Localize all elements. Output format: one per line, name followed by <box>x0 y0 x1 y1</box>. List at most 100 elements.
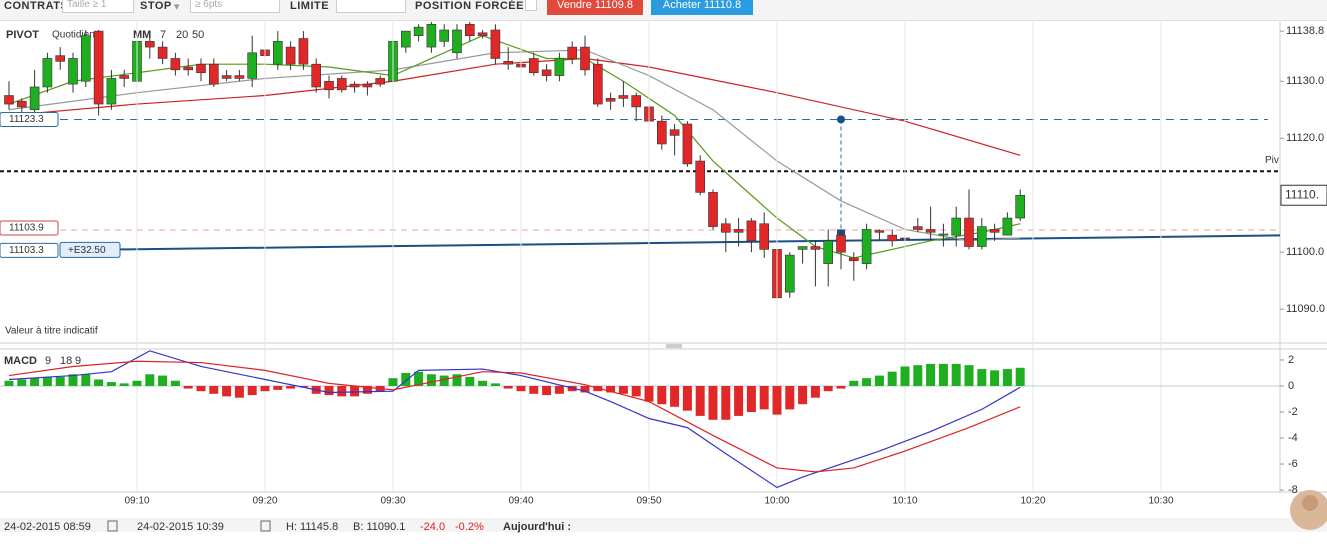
status-today: Aujourd'hui : <box>503 521 571 533</box>
candle-body <box>887 234 898 242</box>
candle-body <box>618 95 629 99</box>
macd-bar <box>234 385 244 398</box>
y-tick-label: 11090.0 <box>1286 303 1325 315</box>
candle-body <box>848 257 859 262</box>
macd-bar <box>644 385 654 402</box>
level-tag <box>0 242 59 258</box>
candle-body <box>989 229 1000 233</box>
candle-body <box>413 26 424 36</box>
y-tick-label: 2 <box>1288 354 1294 366</box>
macd-bar <box>209 385 219 394</box>
calendar-icon[interactable] <box>260 520 271 532</box>
macd-bar <box>17 379 27 386</box>
macd-bar <box>4 380 14 386</box>
candle-body <box>400 30 411 48</box>
macd-bar <box>951 363 961 386</box>
macd-bar <box>657 385 667 405</box>
pivot-period: Quotidien <box>52 30 95 41</box>
macd-bar <box>516 385 526 392</box>
candle-body <box>349 83 360 88</box>
stop-input[interactable]: ≥ 6pts <box>190 0 280 13</box>
candle-body <box>503 61 514 65</box>
checkbox[interactable] <box>525 0 537 11</box>
candle-body <box>976 226 987 247</box>
candle-body <box>656 120 667 145</box>
candle-body <box>720 223 731 233</box>
candle-body <box>810 246 821 250</box>
macd-bar <box>734 385 744 416</box>
candle-body <box>823 240 834 264</box>
macd-bar <box>926 363 936 386</box>
macd-bar <box>887 371 897 386</box>
sell-button[interactable]: Vendre 11109.8 <box>547 0 643 15</box>
candle-body <box>951 217 962 236</box>
x-tick-label: 09:10 <box>124 496 149 507</box>
macd-bar <box>106 382 116 386</box>
candle-body <box>797 246 808 250</box>
x-tick-label: 09:20 <box>252 496 277 507</box>
macd-bar <box>618 385 628 394</box>
macd-bar <box>1002 369 1012 386</box>
macd-bar <box>55 376 65 386</box>
candle-body <box>81 35 91 82</box>
macd-bar <box>798 385 808 405</box>
candle-body <box>157 46 168 59</box>
candle-body <box>336 78 347 91</box>
candle-body <box>183 66 193 71</box>
pnl-tag <box>59 241 121 258</box>
limit-input[interactable] <box>336 0 406 13</box>
macd-bar <box>746 385 756 412</box>
y-tick-label: -4 <box>1288 432 1298 444</box>
macd-bar <box>785 385 795 410</box>
candle-body <box>912 226 923 230</box>
status-bar <box>0 518 1327 532</box>
macd-bar <box>414 371 424 386</box>
candle-body <box>938 233 949 236</box>
macd-bar <box>503 385 513 389</box>
macd-bar <box>554 385 564 394</box>
x-tick-label: 10:30 <box>1148 496 1173 507</box>
y-tick-label: 11120.0 <box>1286 132 1324 144</box>
macd-bar <box>964 365 974 386</box>
candle-body <box>759 223 770 250</box>
status-change-pct: -0.2% <box>455 521 484 533</box>
y-tick-label: 11130.0 <box>1286 75 1324 87</box>
pivot-tag: Piv <box>1265 155 1279 166</box>
candle-body <box>375 78 386 85</box>
candle-body <box>106 78 117 105</box>
moving-average <box>8 57 1021 156</box>
size-input[interactable]: Taille ≥ 1 <box>62 0 134 13</box>
macd-bar <box>606 385 616 393</box>
macd-bar <box>145 374 155 386</box>
x-tick-label: 09:40 <box>508 496 533 507</box>
dropdown-arrow[interactable]: ▾ <box>174 1 180 13</box>
macd-bar <box>452 374 462 386</box>
candle-body <box>490 29 501 59</box>
candle-body <box>234 75 245 79</box>
x-tick-label: 10:10 <box>892 496 917 507</box>
macd-bar <box>362 385 372 394</box>
macd-bar <box>849 380 859 386</box>
calendar-icon[interactable] <box>107 520 118 532</box>
macd-bar <box>874 375 884 386</box>
y-tick-label: 11138.8 <box>1286 25 1324 37</box>
macd-bar <box>196 385 206 392</box>
candle-body <box>298 38 309 65</box>
macd-bar <box>286 385 296 389</box>
buy-button[interactable]: Acheter 11110.8 <box>651 0 753 15</box>
note: Valeur à titre indicatif <box>5 326 98 337</box>
candle-body <box>196 63 206 74</box>
y-tick-label: 0 <box>1288 380 1294 392</box>
macd-bar <box>119 383 129 386</box>
level-tag-text: 11103.3 <box>9 245 44 256</box>
candle-body <box>784 254 795 293</box>
level-tag-text: 11123.3 <box>9 114 44 125</box>
status-from: 24-02-2015 08:59 <box>4 521 91 533</box>
candle-body <box>362 83 373 88</box>
label: LIMITE <box>290 0 330 12</box>
macd-bar <box>350 385 360 397</box>
macd-bar <box>478 380 488 386</box>
candle-body <box>464 23 475 36</box>
macd-bar <box>324 385 334 396</box>
y-tick-label: -8 <box>1288 484 1298 496</box>
